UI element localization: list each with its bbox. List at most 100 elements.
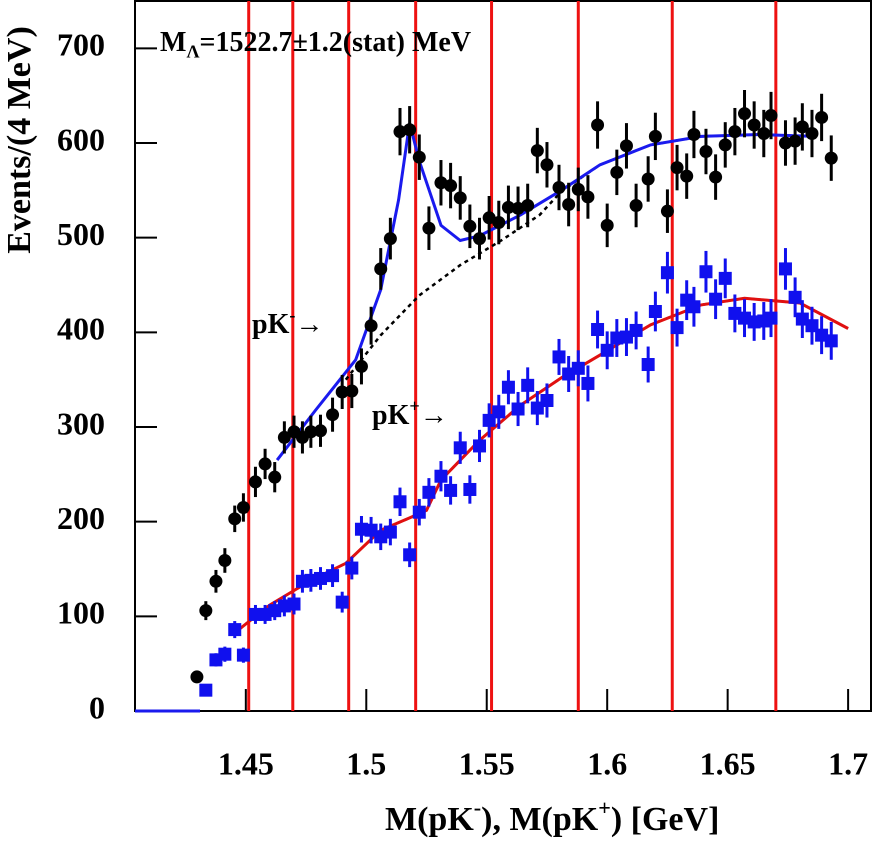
data-point [228, 623, 242, 637]
data-point [581, 376, 595, 390]
x-tick-label: 1.45 [218, 745, 274, 781]
data-point [687, 127, 701, 141]
data-point [764, 109, 778, 123]
data-point [591, 118, 605, 132]
data-point [463, 219, 477, 233]
annotation: pK-→ [252, 305, 323, 340]
annotation-part: pK [372, 400, 410, 431]
annotation-part: → [295, 309, 323, 340]
data-point [641, 172, 655, 186]
annotation-part: + [409, 396, 419, 416]
annotation-part: =1522.7±1.2(stat) MeV [199, 27, 471, 58]
data-point [335, 385, 349, 399]
data-point [738, 107, 752, 121]
annotation-part: - [289, 305, 295, 325]
data-point [393, 125, 407, 139]
data-point [314, 571, 328, 585]
data-point [199, 604, 213, 618]
data-point [403, 123, 417, 137]
data-point [412, 505, 426, 519]
data-point [824, 334, 838, 348]
data-point [287, 597, 301, 611]
y-tick-label: 100 [57, 595, 105, 631]
x-tick-label: 1.7 [828, 745, 868, 781]
data-point [403, 548, 417, 562]
data-point [453, 441, 467, 455]
x-axis-label: M(pK-), M(pK+) [GeV] [385, 795, 719, 838]
data-point [434, 469, 448, 483]
data-point [326, 569, 340, 583]
data-point [248, 475, 262, 489]
annotation: MΛ=1522.7±1.2(stat) MeV [160, 27, 471, 61]
data-point [795, 120, 809, 134]
data-point [778, 136, 792, 150]
x-axis-label-part: - [474, 795, 481, 820]
data-point [591, 322, 605, 336]
data-point [444, 179, 458, 193]
data-point [412, 150, 426, 164]
y-tick-label: 200 [57, 500, 105, 536]
data-point [422, 485, 436, 499]
data-point [335, 595, 349, 609]
plot-frame [134, 0, 872, 712]
data-point [571, 361, 585, 375]
x-axis-label-part: M(pK [385, 801, 474, 838]
data-point [709, 292, 723, 306]
data-point [788, 134, 802, 148]
data-point [345, 384, 359, 398]
y-tick-label: 500 [57, 216, 105, 252]
data-point [473, 439, 487, 453]
annotation-part: pK [252, 309, 290, 340]
x-axis-label-part: + [598, 795, 611, 820]
data-point [670, 321, 684, 335]
y-tick-label: 400 [57, 311, 105, 347]
data-point [501, 200, 515, 214]
data-point [521, 198, 535, 212]
annotation-part: → [420, 400, 448, 431]
data-point [492, 405, 506, 419]
data-point [501, 380, 515, 394]
data-point [718, 271, 732, 285]
data-point [660, 266, 674, 280]
data-point [540, 158, 554, 172]
data-point [521, 378, 535, 392]
data-point [728, 125, 742, 139]
data-point [326, 408, 340, 422]
data-point [552, 350, 566, 364]
data-point [345, 561, 359, 575]
data-point [718, 138, 732, 152]
data-point [699, 265, 713, 279]
y-axis-label: Events/(4 MeV) [1, 26, 38, 254]
data-point [815, 110, 829, 124]
x-tick-label: 1.6 [587, 745, 627, 781]
data-point [571, 182, 585, 196]
data-point [236, 500, 250, 514]
data-point [764, 311, 778, 325]
data-point [383, 525, 397, 539]
y-tick-label: 300 [57, 405, 105, 441]
data-point [453, 191, 467, 205]
data-point [354, 359, 368, 373]
data-point [629, 198, 643, 212]
data-point [218, 553, 232, 567]
data-point [824, 151, 838, 165]
x-tick-label: 1.55 [459, 745, 515, 781]
data-point [383, 232, 397, 246]
data-point [228, 512, 242, 526]
data-point [393, 495, 407, 509]
data-point [619, 139, 633, 153]
data-point [364, 319, 378, 333]
data-point [540, 393, 554, 407]
data-point [600, 218, 614, 232]
data-point [190, 670, 204, 684]
y-tick-label: 0 [89, 689, 105, 725]
data-point [757, 127, 771, 141]
data-point [268, 470, 282, 484]
data-point [641, 358, 655, 372]
x-tick-label: 1.65 [700, 745, 756, 781]
data-point [473, 232, 487, 246]
data-point [788, 290, 802, 304]
fit-curve [135, 122, 815, 713]
data-point [218, 647, 232, 661]
